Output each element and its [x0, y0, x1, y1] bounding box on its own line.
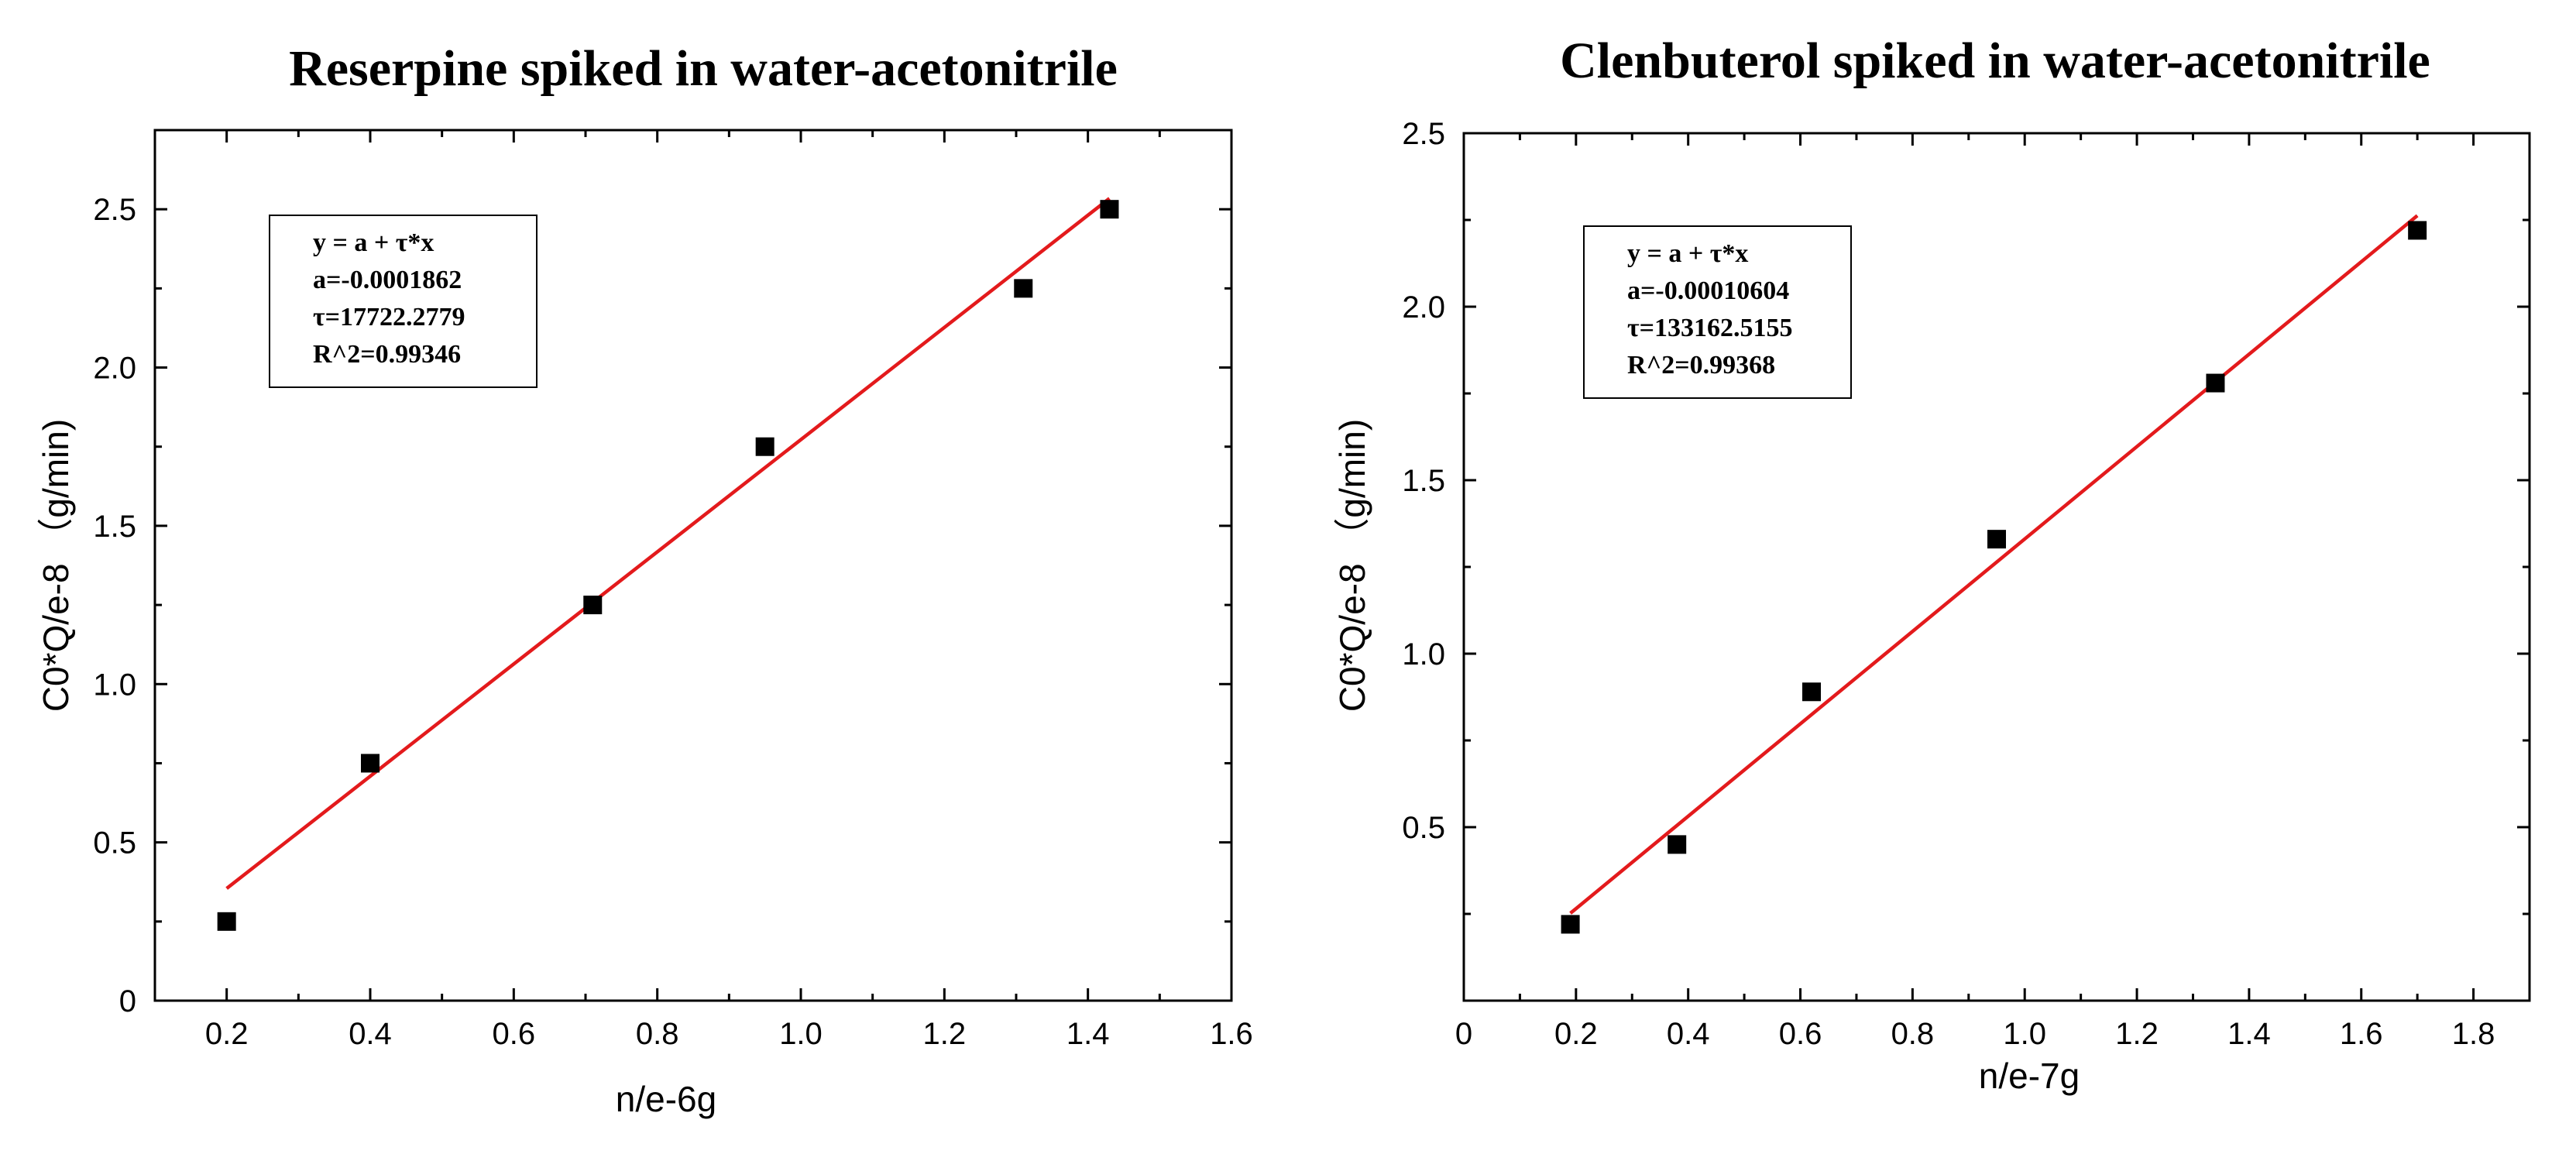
data-point: [2206, 373, 2225, 393]
x-tick-label: 0: [1455, 1017, 1472, 1051]
plot-frame: [153, 129, 1233, 1002]
x-tick-label: 1.6: [2340, 1017, 2383, 1051]
fit-stats-box: [269, 215, 538, 388]
y-tick-label: 2.0: [93, 352, 136, 386]
x-tick-label: 1.0: [2003, 1017, 2046, 1051]
reserpine-chart: Reserpine spiked in water-acetonitrile n…: [36, 40, 1253, 1119]
fit-stats-line: a=-0.00010604: [1627, 276, 1789, 305]
clenbuterol-chart: Clenbuterol spiked in water-acetonitrile…: [1332, 33, 2531, 1096]
fit-stats-line: a=-0.0001862: [313, 266, 462, 294]
y-tick-label: 0.5: [93, 826, 136, 860]
data-point: [583, 596, 603, 615]
x-tick-label: 1.2: [923, 1017, 967, 1051]
y-axis-label: C0*Q/e-8 （g/min): [1332, 419, 1372, 712]
y-tick-label: 1.0: [93, 668, 136, 702]
x-tick-label: 0.6: [1779, 1017, 1822, 1051]
x-tick-label: 1.2: [2115, 1017, 2159, 1051]
x-tick-label: 0.8: [1891, 1017, 1935, 1051]
data-point: [2408, 221, 2427, 240]
fit-stats-line: R^2=0.99368: [1627, 351, 1775, 380]
x-tick-label: 1.6: [1210, 1017, 1253, 1051]
x-tick-label: 0.6: [493, 1017, 536, 1051]
fit-stats-line: τ=133162.5155: [1627, 314, 1793, 342]
x-tick-label: 1.0: [779, 1017, 823, 1051]
regression-line: [225, 197, 1111, 890]
x-tick-label: 1.8: [2452, 1017, 2495, 1051]
x-tick-label: 0.2: [205, 1017, 249, 1051]
data-point: [755, 437, 775, 456]
regression-line: [1569, 214, 2419, 915]
y-tick-label: 0: [119, 984, 136, 1018]
data-point: [361, 754, 380, 773]
data-point: [217, 912, 236, 931]
x-tick-label: 1.4: [2227, 1017, 2271, 1051]
y-tick-label: 2.5: [93, 193, 136, 227]
data-point: [1100, 200, 1119, 219]
fit-stats-line: y = a + τ*x: [1627, 239, 1748, 268]
data-point: [1987, 530, 2006, 549]
y-tick-label: 0.5: [1402, 811, 1445, 845]
fit-stats-line: R^2=0.99346: [313, 340, 461, 369]
data-point: [1668, 835, 1687, 854]
fit-stats-line: τ=17722.2779: [313, 303, 465, 331]
fit-stats-line: y = a + τ*x: [313, 228, 434, 257]
y-tick-label: 1.5: [1402, 464, 1445, 498]
x-axis-label: n/e-6g: [616, 1079, 716, 1119]
y-tick-label: 1.0: [1402, 637, 1445, 671]
x-tick-label: 0.2: [1554, 1017, 1598, 1051]
x-tick-label: 0.8: [636, 1017, 679, 1051]
x-tick-label: 1.4: [1066, 1017, 1110, 1051]
chart-title: Clenbuterol spiked in water-acetonitrile: [1560, 33, 2430, 89]
y-axis-label: C0*Q/e-8 （g/min): [36, 419, 76, 712]
y-tick-label: 1.5: [93, 510, 136, 544]
fit-stats-box: [1583, 225, 1852, 399]
y-tick-label: 2.5: [1402, 117, 1445, 151]
y-tick-label: 2.0: [1402, 290, 1445, 325]
x-tick-label: 0.4: [1667, 1017, 1710, 1051]
x-tick-label: 0.4: [349, 1017, 392, 1051]
x-axis-label: n/e-7g: [1979, 1056, 2080, 1096]
data-point: [1561, 915, 1580, 934]
chart-title: Reserpine spiked in water-acetonitrile: [289, 40, 1118, 97]
data-point: [1014, 279, 1033, 298]
data-point: [1802, 682, 1822, 702]
